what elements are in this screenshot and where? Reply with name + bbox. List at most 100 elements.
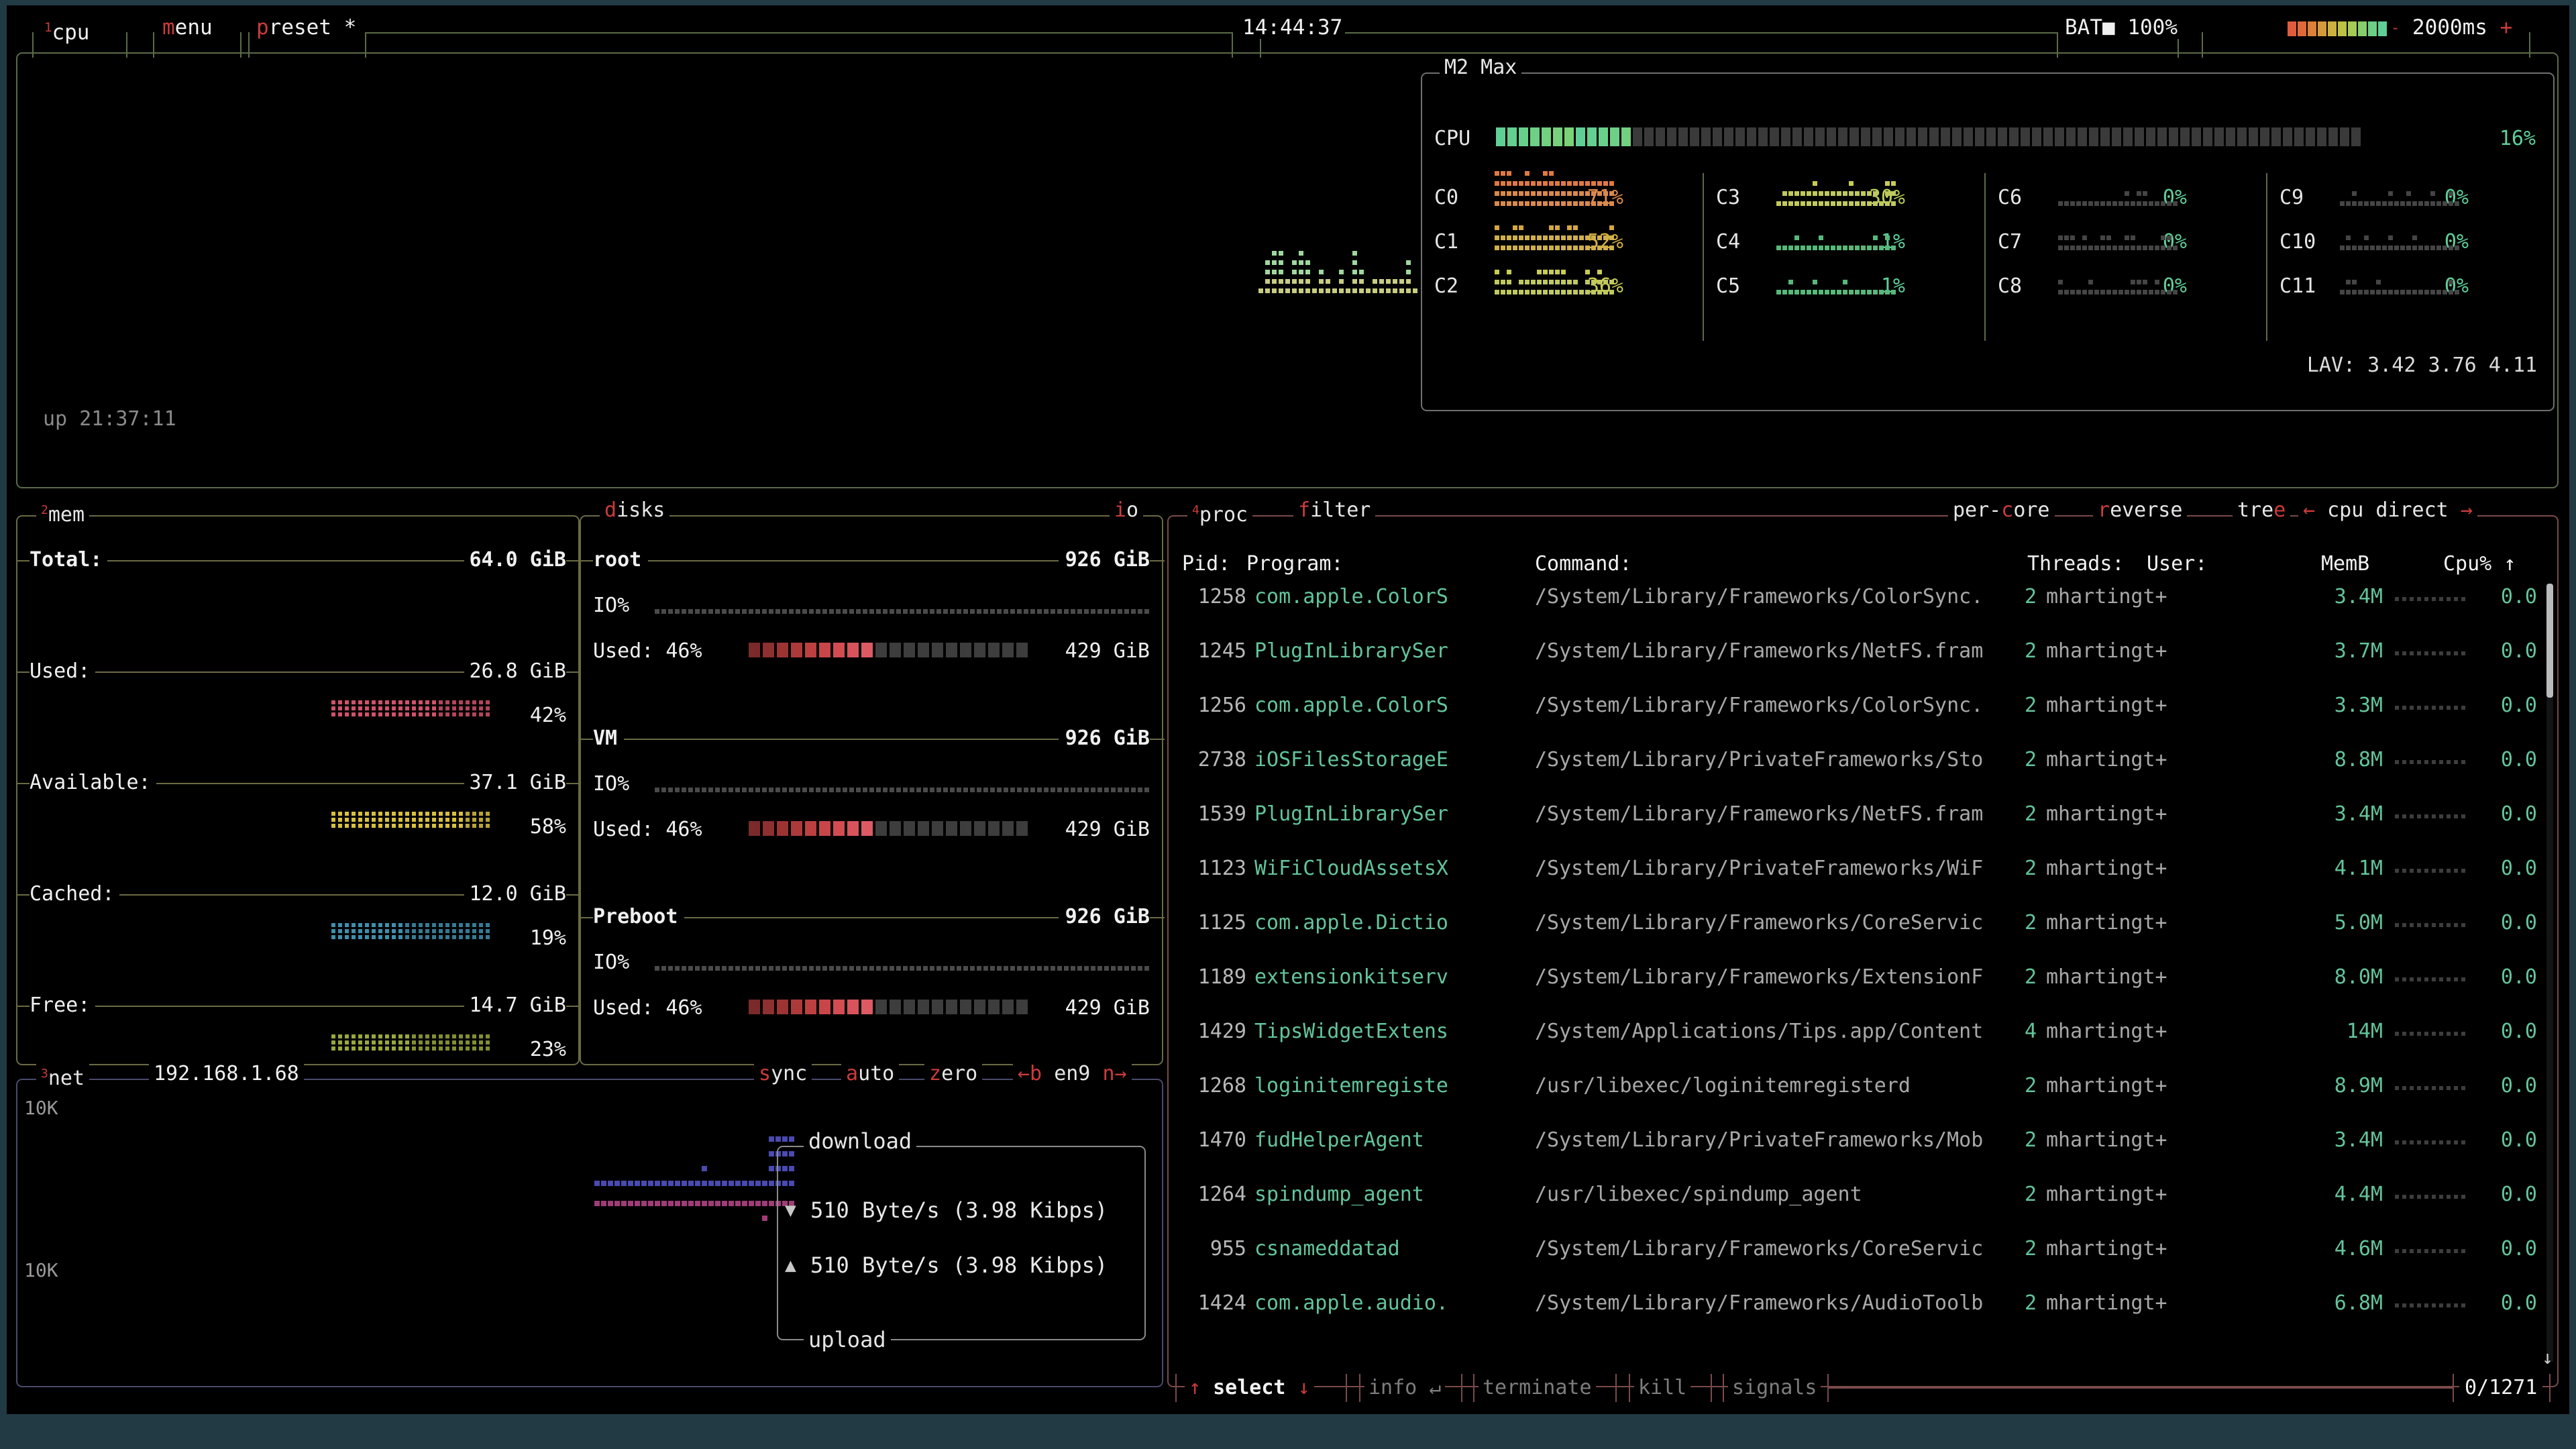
cpu-core-dot	[2131, 280, 2135, 284]
table-row[interactable]: 1539 PlugInLibrarySer/System/Library/Fram…	[1169, 801, 2551, 828]
footer-signals[interactable]: signals	[1728, 1378, 1821, 1398]
iface-next-arrow[interactable]: n→	[1102, 1062, 1127, 1085]
battery-cell-6	[2348, 21, 2357, 36]
cpu-core-dot	[2376, 246, 2381, 250]
proc-filter-button[interactable]: filter	[1293, 500, 1376, 521]
cpu-core-dot	[1776, 201, 1781, 206]
net-panel-title[interactable]: 3net	[36, 1064, 90, 1090]
disk-io-dot	[682, 788, 686, 792]
battery-status: BAT■ 100%	[2062, 16, 2180, 39]
col-header-command[interactable]: Command:	[1535, 552, 1632, 576]
mem-bar-dot	[479, 1034, 483, 1038]
net-label: net	[48, 1067, 85, 1090]
table-row[interactable]: 1429 TipsWidgetExtens/System/Applications…	[1169, 1018, 2551, 1045]
table-row[interactable]: 1245 PlugInLibrarySer/System/Library/Fram…	[1169, 638, 2551, 665]
disks-panel-title[interactable]: disks	[600, 500, 670, 521]
net-download-dot	[789, 1136, 794, 1142]
col-header-threads[interactable]: Threads:	[2027, 552, 2125, 576]
cpu-core-dot	[1561, 290, 1566, 294]
table-row[interactable]: 1256 com.apple.ColorS/System/Library/Fram…	[1169, 692, 2551, 719]
sort-next-arrow[interactable]: →	[2460, 498, 2473, 522]
table-row[interactable]: 1189 extensionkitserv/System/Library/Fram…	[1169, 964, 2551, 991]
update-increase-button[interactable]: +	[2500, 15, 2513, 40]
table-row[interactable]: 1268 loginitemregiste/usr/libexec/loginit…	[1169, 1073, 2551, 1099]
update-decrease-button[interactable]: -	[2391, 19, 2400, 37]
net-auto-toggle[interactable]: auto	[841, 1064, 900, 1084]
table-row[interactable]: 2738 iOSFilesStorageE/System/Library/Priv…	[1169, 747, 2551, 773]
mem-bar-dot	[466, 700, 470, 704]
footer-kill[interactable]: kill	[1634, 1378, 1691, 1398]
disks-io-toggle[interactable]: io	[1109, 500, 1143, 521]
proc-scrollbar-track[interactable]	[2546, 584, 2553, 1362]
col-header-cpu[interactable]: Cpu% ↑	[2443, 552, 2516, 576]
proc-cpu: 0.0	[2500, 857, 2537, 880]
col-header-memb[interactable]: MemB	[2321, 552, 2370, 576]
cpu-core-dot	[1807, 201, 1811, 206]
mem-row-bar-1	[331, 700, 492, 718]
mem-panel-title[interactable]: 2mem	[36, 500, 90, 525]
table-row[interactable]: 955 csnameddatad/System/Library/Framework…	[1169, 1236, 2551, 1263]
col-header-user[interactable]: User:	[2147, 552, 2208, 576]
footer-select[interactable]: ↑ select ↓	[1185, 1378, 1314, 1398]
proc-percore-toggle[interactable]: per-core	[1948, 500, 2055, 521]
proc-cpu-dot	[2417, 814, 2421, 818]
menu-item-menu[interactable]: menu	[160, 16, 215, 39]
net-zero-toggle[interactable]: zero	[924, 1064, 983, 1084]
net-upload-dot	[762, 1216, 767, 1221]
disk-used-cell	[749, 643, 760, 657]
mem-bar-dot	[392, 818, 396, 822]
menu-item-preset[interactable]: preset *	[254, 16, 360, 39]
mem-bar-dot	[419, 824, 423, 828]
sort-prev-arrow[interactable]: ←	[2303, 498, 2316, 522]
table-row[interactable]: 1125 com.apple.Dictio/System/Library/Fram…	[1169, 910, 2551, 936]
net-sync-toggle[interactable]: sync	[754, 1064, 812, 1084]
mem-bar-dot	[398, 700, 402, 704]
scroll-down-icon[interactable]: ↓	[2542, 1346, 2553, 1368]
cpu-history-dot	[1373, 288, 1377, 293]
select-down-arrow-icon: ↓	[1297, 1376, 1310, 1399]
table-row[interactable]: 1123 WiFiCloudAssetsX/System/Library/Priv…	[1169, 855, 2551, 882]
mem-bar-dot	[466, 1034, 470, 1038]
cpu-core-dot	[1603, 280, 1608, 284]
menu-item-cpu[interactable]: 1cpu	[42, 16, 93, 44]
proc-tree-toggle[interactable]: tree	[2233, 500, 2291, 521]
proc-scrollbar-thumb[interactable]	[2546, 584, 2553, 698]
cpu-core-dot	[1585, 290, 1590, 294]
col-header-pid[interactable]: Pid:	[1182, 552, 1231, 576]
disk-io-dot	[715, 788, 720, 792]
proc-sort-selector[interactable]: ← cpu direct →	[2298, 500, 2477, 521]
table-row[interactable]: 1258 com.apple.ColorS/System/Library/Fram…	[1169, 584, 2551, 610]
proc-pid: 1245	[1197, 639, 1246, 663]
iface-prev-arrow[interactable]: ←b	[1018, 1062, 1042, 1085]
table-row[interactable]: 1424 com.apple.audio./System/Library/Fram…	[1169, 1290, 2551, 1317]
cpu-core-dot	[1507, 290, 1511, 294]
disk-io-dot	[1138, 966, 1142, 971]
col-header-program[interactable]: Program:	[1246, 552, 1344, 576]
proc-panel-title[interactable]: 4proc	[1187, 500, 1253, 525]
cpu-core-dot	[2376, 280, 2381, 284]
mem-bar-dot	[425, 812, 429, 816]
proc-reverse-toggle[interactable]: reverse	[2093, 500, 2188, 521]
cpu-core-dot	[2382, 201, 2387, 206]
proc-cpu-dot	[2410, 869, 2414, 873]
net-interface-selector[interactable]: ←b en9 n→	[1013, 1064, 1132, 1084]
proc-mem: 4.4M	[2334, 1183, 2383, 1206]
mem-bar-dot	[486, 935, 490, 939]
disk-io-dot	[1064, 788, 1069, 792]
cpu-core-dot	[1501, 191, 1505, 196]
update-interval-group[interactable]: - 2000ms +	[2388, 15, 2516, 40]
cpu-history-dot	[1279, 279, 1283, 284]
cpu-meter-segment	[1747, 127, 1756, 146]
footer-terminate[interactable]: terminate	[1479, 1378, 1596, 1398]
cpu-core-dot	[1891, 191, 1896, 196]
disk-io-dot	[1024, 788, 1028, 792]
proc-cpu-dot	[2395, 651, 2399, 655]
upload-arrow-icon: ▲	[785, 1254, 796, 1276]
proc-cpu: 0.0	[2500, 748, 2537, 771]
table-row[interactable]: 1470 fudHelperAgent/System/Library/Privat…	[1169, 1127, 2551, 1154]
mem-bar-dot	[345, 812, 349, 816]
cpu-core-dot	[1495, 201, 1499, 206]
footer-info[interactable]: info ↵	[1364, 1378, 1446, 1398]
cpu-core-dot	[2388, 246, 2393, 250]
table-row[interactable]: 1264 spindump_agent/usr/libexec/spindump_…	[1169, 1181, 2551, 1208]
